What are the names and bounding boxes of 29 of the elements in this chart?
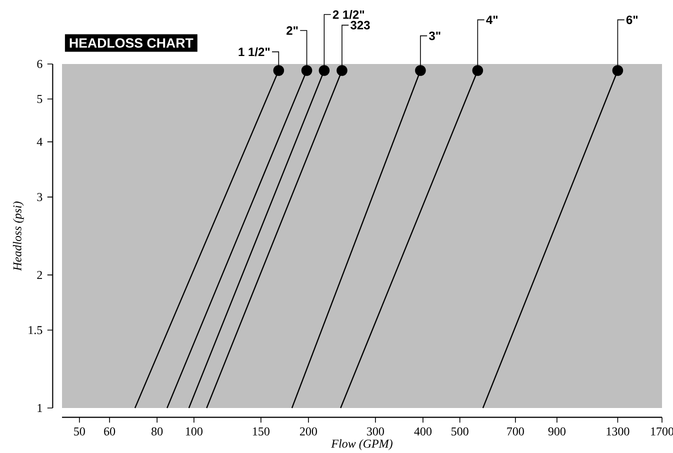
y-tick-label: 3 bbox=[37, 192, 42, 201]
y-tick-label: 1.5 bbox=[28, 326, 42, 334]
text: 4" bbox=[486, 16, 498, 24]
y-tick-label: 2 bbox=[37, 270, 42, 279]
text: 3" bbox=[428, 31, 440, 40]
chart-title: HEADLOSS CHART bbox=[70, 38, 194, 48]
x-axis-title: Flow (GPM) bbox=[331, 439, 392, 450]
text: 2 1/2" bbox=[332, 10, 364, 19]
x-tick-label: 700 bbox=[507, 427, 524, 436]
text: 323 bbox=[350, 20, 370, 30]
x-tick-label: 300 bbox=[367, 427, 384, 436]
y-axis-title: Headloss (psi) bbox=[12, 201, 24, 271]
x-tick-label: 60 bbox=[104, 427, 116, 436]
x-tick-label: 50 bbox=[74, 427, 85, 436]
y-tick-label: 6 bbox=[37, 60, 42, 68]
x-tick-label: 900 bbox=[548, 427, 566, 436]
y-tick-label: 4 bbox=[36, 138, 42, 146]
series-label: 1 1/2" bbox=[238, 47, 270, 56]
text: 2" bbox=[286, 26, 298, 35]
x-tick-label: 500 bbox=[452, 427, 468, 436]
y-tick-label: 1 bbox=[38, 404, 42, 412]
x-tick-label: 1300 bbox=[606, 427, 630, 436]
x-tick-label: 150 bbox=[252, 427, 270, 436]
y-tick-label: 5 bbox=[37, 94, 42, 103]
x-tick-label: 80 bbox=[152, 427, 163, 436]
x-tick-label: 100 bbox=[186, 427, 202, 436]
x-tick-label: 400 bbox=[414, 427, 432, 436]
text: 6" bbox=[626, 15, 638, 24]
x-tick-label: 200 bbox=[300, 427, 317, 436]
